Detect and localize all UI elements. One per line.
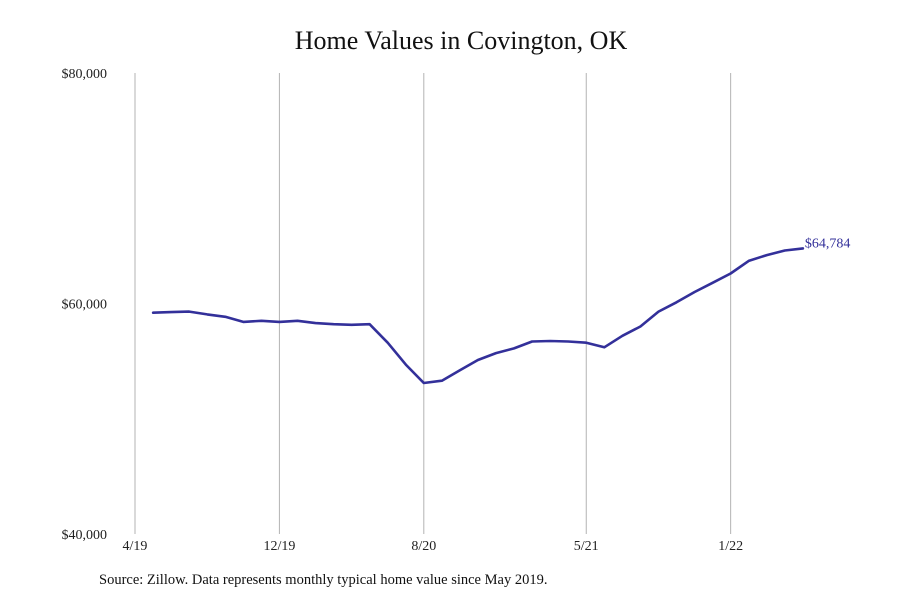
y-axis-ticks: $80,000 $60,000 $40,000: [62, 67, 108, 543]
x-tick-label: 4/19: [123, 539, 148, 554]
vertical-gridlines: [134, 73, 732, 534]
source-note: Source: Zillow. Data represents monthly …: [99, 572, 548, 588]
x-tick-label: 1/22: [718, 539, 743, 554]
x-tick-label: 5/21: [574, 539, 599, 554]
x-tick-label: 8/20: [411, 539, 436, 554]
last-value-label: $64,784: [805, 236, 851, 251]
chart-title: Home Values in Covington, OK: [294, 26, 628, 55]
y-tick-label: $40,000: [62, 528, 108, 543]
home-value-line: [151, 247, 805, 385]
y-tick-label: $80,000: [62, 67, 108, 82]
y-tick-label: $60,000: [62, 298, 108, 313]
x-axis-ticks: 4/19 12/19 8/20 5/21 1/22: [123, 539, 744, 554]
x-tick-label: 12/19: [263, 539, 295, 554]
